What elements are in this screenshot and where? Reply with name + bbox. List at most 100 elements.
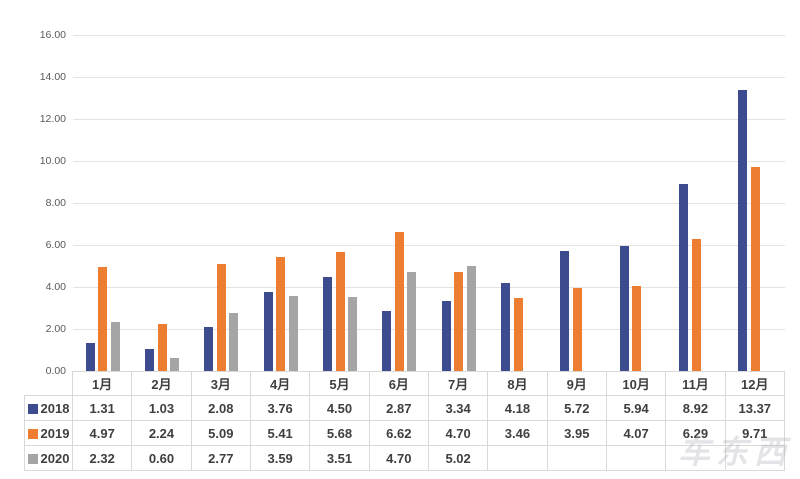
value-cell: 6.29 [665, 420, 726, 446]
value-cell: 5.72 [546, 395, 607, 421]
bar-2020-7月 [466, 265, 476, 371]
value-cell: 4.50 [309, 395, 370, 421]
table-row-2019: 2019 4.97 2.24 5.09 5.41 5.68 6.62 4.70 3.46 3.95… [24, 420, 785, 446]
value-cell: 4.18 [487, 395, 548, 421]
legend-label: 2018 [40, 400, 70, 416]
gridline [73, 203, 785, 204]
value-cell: 5.02 [427, 445, 489, 471]
value-cell: 4.07 [605, 420, 667, 446]
value-cell [724, 445, 785, 471]
value-cell: 13.37 [724, 395, 785, 421]
bar-2019-9月 [572, 288, 582, 371]
bar-2018-2月 [145, 349, 154, 371]
table-corner-spacer [25, 372, 73, 396]
value-cell: 4.70 [427, 420, 489, 446]
bar-2020-3月 [229, 312, 239, 371]
month-header-cell: 7月 [427, 371, 489, 396]
y-axis-tick-label: 0.00 [45, 365, 66, 377]
value-cell: 4.70 [368, 445, 429, 471]
value-cell: 3.51 [309, 445, 370, 471]
table-row-2018: 2018 1.31 1.03 2.08 3.76 4.50 2.87 3.34 4.18 5.72… [24, 395, 785, 421]
value-cell: 8.92 [665, 395, 726, 421]
value-cell: 6.62 [368, 420, 429, 446]
value-cell: 3.59 [249, 445, 311, 471]
y-axis-tick-label: 4.00 [45, 281, 66, 293]
legend-label: 2019 [40, 425, 70, 441]
y-axis-tick-label: 12.00 [39, 113, 66, 125]
table-row-2020: 2020 2.32 0.60 2.77 3.59 3.51 4.70 5.02 [24, 445, 785, 471]
y-axis-tick-label: 2.00 [45, 323, 66, 335]
bar-2018-10月 [619, 246, 629, 371]
bar-2018-9月 [560, 250, 570, 371]
value-cell: 5.41 [249, 420, 311, 446]
month-header-cell: 5月 [309, 371, 370, 396]
gridline [73, 35, 785, 36]
value-cell: 3.34 [427, 395, 489, 421]
gridline [73, 245, 785, 246]
legend-label: 2020 [40, 450, 70, 466]
value-cell: 5.94 [605, 395, 667, 421]
bar-2019-10月 [632, 285, 642, 371]
value-cell: 4.97 [71, 420, 133, 446]
month-header-cell: 12月 [724, 371, 785, 396]
value-cell: 1.03 [131, 395, 192, 421]
month-header-cell: 1月 [71, 371, 133, 396]
bar-2019-12月 [750, 167, 760, 371]
y-axis-tick-label: 10.00 [39, 155, 66, 167]
bar-2020-5月 [348, 297, 357, 371]
gridline [73, 119, 785, 120]
bar-2018-4月 [263, 292, 273, 371]
bar-2019-11月 [691, 238, 701, 371]
month-header-cell: 10月 [605, 371, 667, 396]
value-cell: 5.09 [190, 420, 251, 446]
bar-2018-8月 [501, 283, 510, 371]
bar-2020-6月 [407, 272, 417, 371]
bar-2018-1月 [85, 343, 95, 371]
y-axis-tick-label: 8.00 [45, 197, 66, 209]
y-axis-tick-label: 16.00 [39, 29, 66, 41]
value-cell: 2.77 [190, 445, 251, 471]
bar-2020-2月 [170, 358, 179, 371]
bar-2019-3月 [216, 264, 226, 371]
value-cell [665, 445, 726, 471]
gridline [73, 287, 785, 288]
month-header-cell: 2月 [131, 371, 192, 396]
legend-swatch-2018 [27, 403, 38, 414]
bar-2019-6月 [394, 231, 404, 371]
month-header-cell: 6月 [368, 371, 429, 396]
bar-2018-7月 [441, 300, 451, 371]
legend-cell-2020: 2020 [24, 445, 73, 471]
value-cell: 0.60 [131, 445, 192, 471]
bar-2019-8月 [513, 298, 523, 371]
legend-cell-2019: 2019 [24, 420, 73, 446]
value-cell: 5.68 [309, 420, 370, 446]
value-cell: 2.08 [190, 395, 251, 421]
value-cell: 3.46 [487, 420, 548, 446]
value-cell: 3.76 [249, 395, 311, 421]
month-header-cell: 3月 [190, 371, 251, 396]
gridline [73, 329, 785, 330]
bar-2019-7月 [454, 272, 464, 371]
data-table: 1月 2月 3月 4月 5月 6月 7月 8月 9月 10月 11月 12月 2018 1.31 1.03 2… [24, 371, 785, 471]
bar-2020-1月 [110, 322, 120, 371]
bar-2018-12月 [738, 90, 748, 371]
bar-2019-5月 [335, 251, 345, 371]
value-cell [487, 445, 548, 471]
legend-swatch-2020 [27, 453, 38, 464]
value-cell: 1.31 [71, 395, 133, 421]
month-header-cell: 11月 [665, 371, 726, 396]
bar-2019-2月 [157, 323, 167, 371]
value-cell: 2.24 [131, 420, 192, 446]
table-month-header-row: 1月 2月 3月 4月 5月 6月 7月 8月 9月 10月 11月 12月 [25, 371, 785, 396]
value-cell: 9.71 [724, 420, 785, 446]
value-cell: 2.87 [368, 395, 429, 421]
bar-2020-4月 [288, 295, 298, 371]
month-header-cell: 4月 [249, 371, 311, 396]
y-axis-tick-label: 6.00 [45, 239, 66, 251]
gridline [73, 77, 785, 78]
bar-2018-5月 [323, 276, 332, 371]
gridline [73, 161, 785, 162]
bar-2018-11月 [679, 183, 688, 371]
value-cell: 2.32 [71, 445, 133, 471]
